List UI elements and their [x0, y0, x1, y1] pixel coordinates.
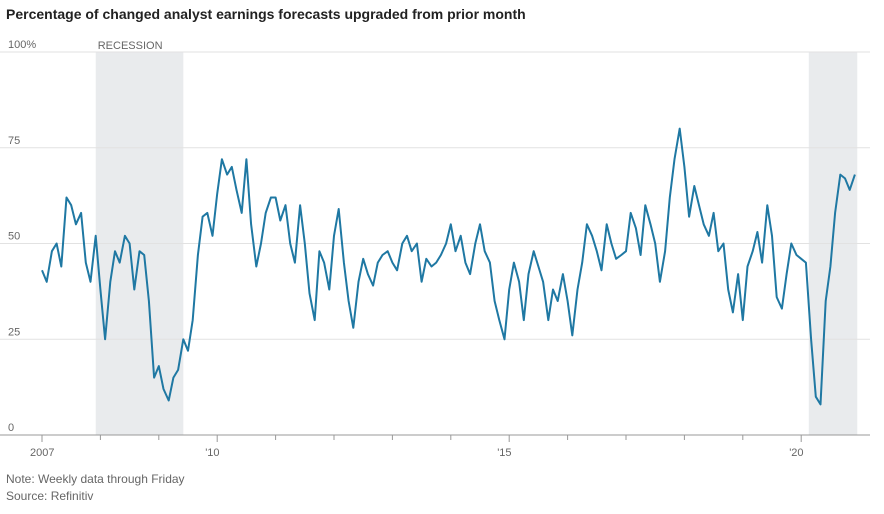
shading-label: RECESSION	[98, 40, 163, 52]
x-tick-label: '10	[205, 447, 219, 459]
x-tick-label: 2007	[30, 447, 54, 459]
y-tick-label: 25	[8, 326, 20, 338]
y-tick-label: 50	[8, 231, 20, 243]
note: Note: Weekly data through Friday	[6, 472, 185, 486]
x-tick-label: '20	[789, 447, 803, 459]
y-tick-label: 75	[8, 135, 20, 147]
y-tick-label: 0	[8, 422, 14, 434]
y-tick-label: 100%	[8, 39, 36, 51]
data-line	[41, 127, 856, 406]
chart-title: Percentage of changed analyst earnings f…	[6, 6, 526, 22]
source: Source: Refinitiv	[6, 489, 93, 503]
x-tick-label: '15	[497, 447, 511, 459]
